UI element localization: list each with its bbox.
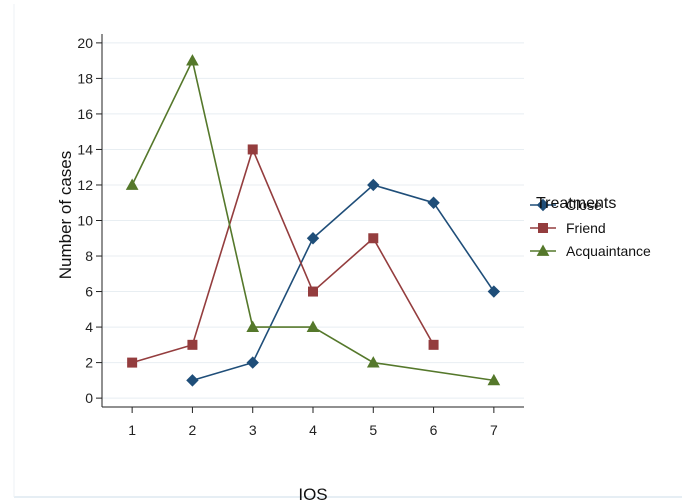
point-acquaintance-4 xyxy=(306,320,320,332)
point-close-4 xyxy=(306,232,320,245)
y-tick-label-18: 18 xyxy=(77,70,93,86)
point-acquaintance-1 xyxy=(125,178,139,190)
y-tick-label-8: 8 xyxy=(85,248,93,264)
x-tick-label-7: 7 xyxy=(490,422,498,438)
grid-layer xyxy=(102,42,524,399)
point-friend-2 xyxy=(187,339,198,350)
y-tick-label-10: 10 xyxy=(77,213,93,229)
point-close-5 xyxy=(367,178,380,192)
legend-marker-acquaintance xyxy=(536,244,550,256)
y-tick-label-0: 0 xyxy=(85,390,93,406)
x-tick-label-6: 6 xyxy=(430,422,438,438)
point-close-3 xyxy=(246,356,259,369)
legend-label-close: Close xyxy=(566,197,602,213)
series-acquaintance xyxy=(125,54,501,386)
point-friend-6 xyxy=(428,339,439,350)
y-tick-label-14: 14 xyxy=(77,141,93,157)
x-tick-label-1: 1 xyxy=(128,422,136,438)
legend-label-acquaintance: Acquaintance xyxy=(566,243,651,259)
y-tick-label-12: 12 xyxy=(77,177,93,193)
point-close-7 xyxy=(487,285,501,298)
point-friend-1 xyxy=(127,357,138,368)
point-friend-5 xyxy=(368,233,379,244)
y-axis-title: Number of cases xyxy=(56,151,75,280)
point-acquaintance-7 xyxy=(487,373,501,386)
legend-item-friend: Friend xyxy=(530,220,606,236)
x-tick-label-2: 2 xyxy=(189,422,197,438)
legend-label-friend: Friend xyxy=(566,220,606,236)
point-friend-4 xyxy=(308,286,318,297)
y-tick-label-16: 16 xyxy=(77,106,93,122)
point-close-2 xyxy=(186,374,199,387)
x-tick-label-3: 3 xyxy=(249,422,257,438)
series-line-acquaintance xyxy=(131,58,494,382)
series-line-friend xyxy=(131,147,435,364)
series-layer xyxy=(125,54,501,387)
y-tick-label-2: 2 xyxy=(85,355,93,371)
point-acquaintance-3 xyxy=(246,320,260,332)
legend-marker-close xyxy=(536,198,550,212)
x-axis-title: IOS xyxy=(298,485,327,504)
y-tick-label-6: 6 xyxy=(85,284,93,300)
series-close xyxy=(186,178,501,387)
x-tick-label-5: 5 xyxy=(369,422,377,438)
legend-item-close: Close xyxy=(530,197,602,213)
legend-title: Treatments xyxy=(536,195,616,212)
x-tick-label-4: 4 xyxy=(309,422,317,438)
y-tick-label-4: 4 xyxy=(85,319,93,335)
y-tick-label-20: 20 xyxy=(77,35,93,51)
series-line-close xyxy=(192,184,495,382)
point-friend-3 xyxy=(247,144,258,155)
legend-marker-friend xyxy=(538,223,548,233)
point-close-6 xyxy=(427,196,440,209)
series-friend xyxy=(127,144,439,368)
point-acquaintance-5 xyxy=(366,356,380,368)
legend: Close Friend Acquaintance Treatments xyxy=(530,195,651,259)
legend-item-acquaintance: Acquaintance xyxy=(530,243,651,259)
point-acquaintance-2 xyxy=(186,54,199,66)
